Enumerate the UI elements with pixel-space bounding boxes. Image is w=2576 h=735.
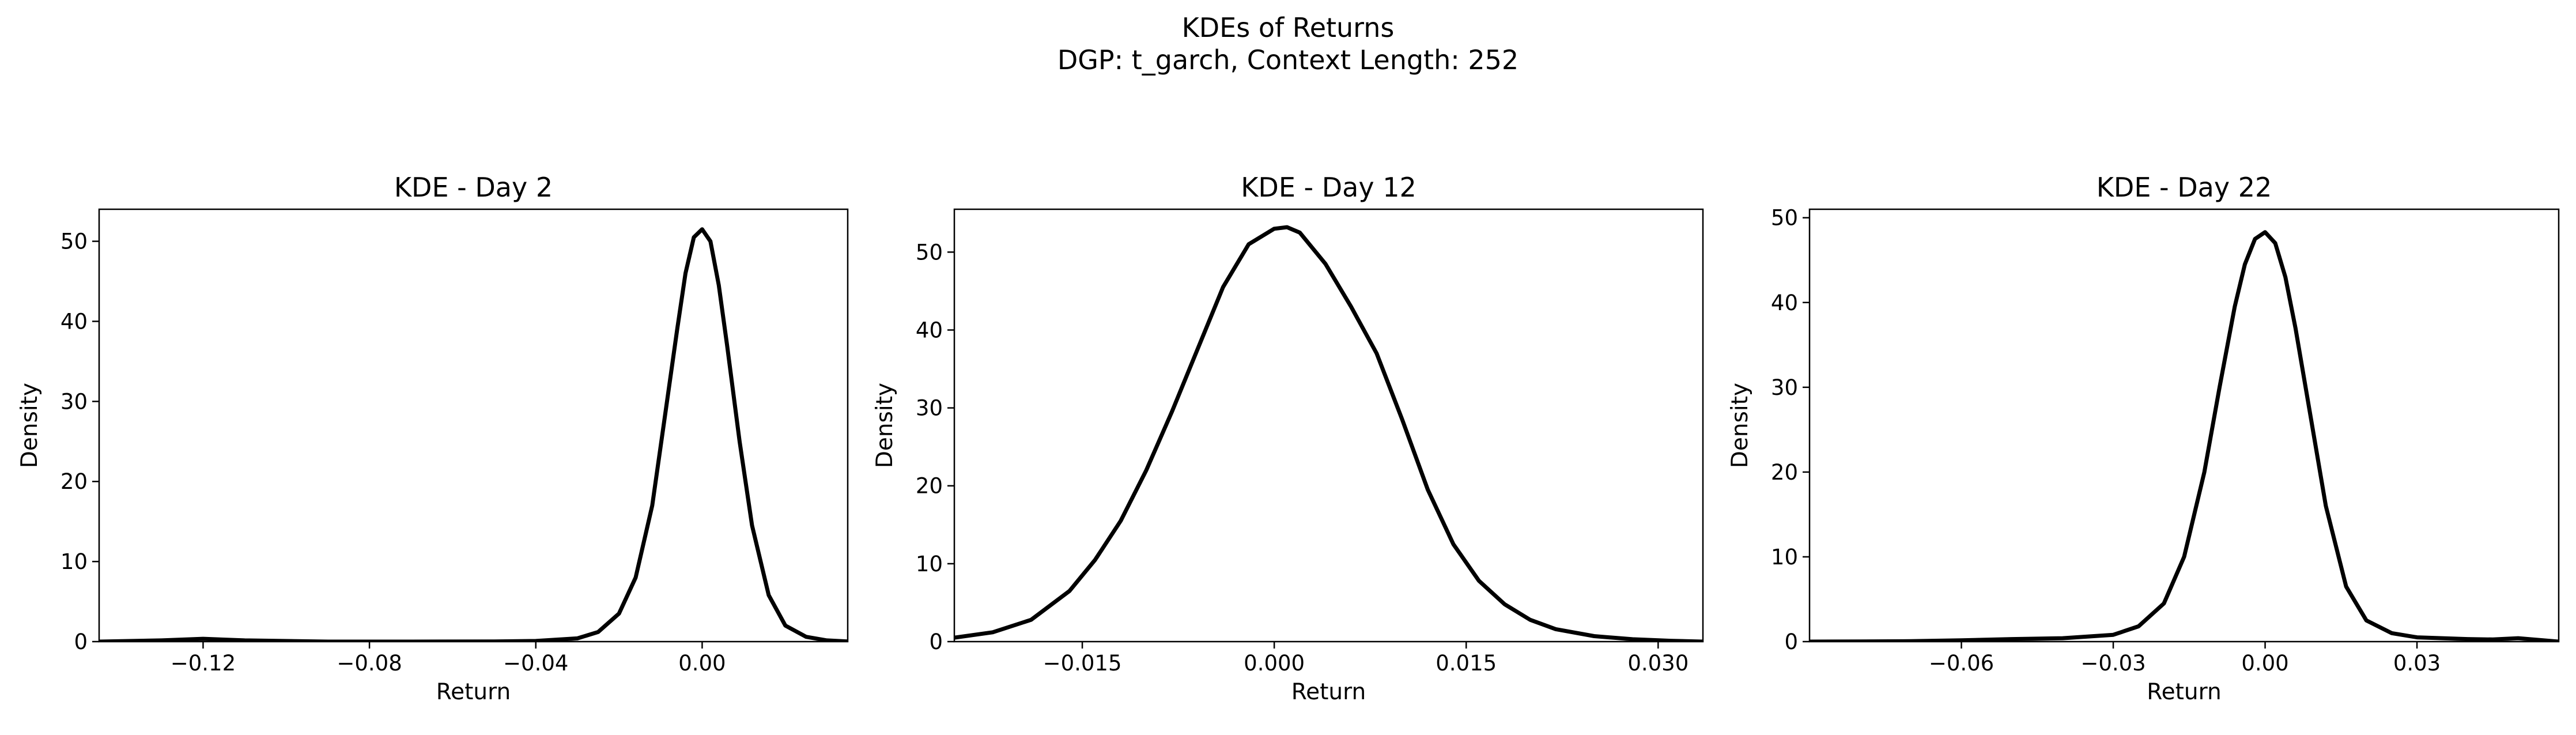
x-tick-label: 0.00 bbox=[2241, 651, 2288, 676]
x-axis-label: Return bbox=[1291, 679, 1366, 705]
axes-frame bbox=[98, 208, 849, 643]
y-tick-label: 50 bbox=[916, 240, 943, 265]
y-tick-label: 50 bbox=[61, 229, 88, 254]
axes-frame bbox=[1808, 208, 2560, 643]
y-tick-label: 30 bbox=[1771, 375, 1798, 400]
y-tick-label: 10 bbox=[61, 549, 88, 574]
y-tick-label: 40 bbox=[916, 318, 943, 342]
panel-2: KDE - Day 12 −0.015 0.000 0.015 0.030 0 10 20 30… bbox=[872, 172, 1704, 705]
x-tick-label: −0.08 bbox=[337, 651, 402, 676]
axes-frame bbox=[953, 208, 1704, 643]
panel-1: KDE - Day 2 −0.12 −0.08 −0.04 0.00 0 10 20 30 40 5… bbox=[17, 172, 849, 705]
x-tick-label: −0.03 bbox=[2080, 651, 2146, 676]
y-tick-label: 30 bbox=[916, 396, 943, 421]
x-tick-label: 0.03 bbox=[2393, 651, 2441, 676]
x-axis-label: Return bbox=[436, 679, 511, 705]
y-tick-label: 0 bbox=[929, 630, 943, 654]
panel-title: KDE - Day 22 bbox=[2097, 172, 2272, 203]
kde-line bbox=[954, 225, 1703, 642]
x-tick-label: −0.04 bbox=[503, 651, 568, 676]
y-tick-label: 50 bbox=[1771, 206, 1798, 231]
y-tick-label: 0 bbox=[1784, 630, 1798, 654]
panels: KDE - Day 2−0.12 −0.08 −0.04 0.000102030405… bbox=[17, 172, 2560, 705]
panel-title: KDE - Day 12 bbox=[1241, 172, 1416, 203]
kde-line bbox=[99, 227, 848, 642]
x-tick-label: 0.000 bbox=[1244, 651, 1305, 676]
y-tick-label: 20 bbox=[916, 474, 943, 499]
y-tick-label: 30 bbox=[61, 389, 88, 414]
x-tick-label: −0.015 bbox=[1043, 651, 1122, 676]
y-axis-label: Density bbox=[1727, 383, 1753, 468]
x-tick-label: 0.015 bbox=[1436, 651, 1497, 676]
panel-title: KDE - Day 2 bbox=[394, 172, 553, 203]
y-axis-label: Density bbox=[17, 383, 43, 468]
y-tick-label: 40 bbox=[61, 309, 88, 334]
y-tick-label: 10 bbox=[916, 552, 943, 576]
figure-title-line1: KDEs of Returns bbox=[1182, 12, 1395, 43]
x-tick-label: −0.06 bbox=[1929, 651, 1994, 676]
y-tick-label: 40 bbox=[1771, 291, 1798, 315]
x-tick-label: −0.12 bbox=[171, 651, 236, 676]
kde-line bbox=[1810, 230, 2559, 642]
y-axis-label: Density bbox=[872, 383, 898, 468]
y-tick-label: 0 bbox=[74, 630, 88, 654]
x-tick-label: 0.00 bbox=[678, 651, 726, 676]
panel-3: KDE - Day 22 −0.06 −0.03 0.00 0.03 0 10 20 30 40 5… bbox=[1727, 172, 2560, 705]
x-axis-label: Return bbox=[2147, 679, 2221, 705]
y-tick-label: 10 bbox=[1771, 545, 1798, 570]
x-tick-label: 0.030 bbox=[1627, 651, 1689, 676]
y-tick-label: 20 bbox=[61, 469, 88, 494]
y-tick-label: 20 bbox=[1771, 460, 1798, 485]
figure-title-line2: DGP: t_garch, Context Length: 252 bbox=[1057, 44, 1519, 76]
